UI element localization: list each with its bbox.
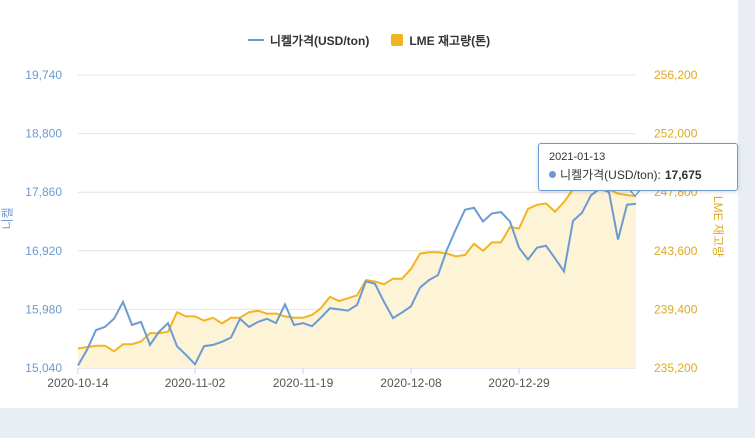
tooltip-value: 17,675 [664,167,702,182]
tooltip-row: 니켈가격(USD/ton): 17,675 [549,166,702,183]
x-tick-label: 2020-12-29 [488,376,550,390]
legend-label-stock: LME 재고량(톤) [409,33,491,48]
right-tick-label: 239,400 [654,302,698,316]
left-tick-label: 15,980 [25,302,62,316]
left-tick-label: 16,920 [25,244,62,258]
chart-panel: 니켈가격(USD/ton) LME 재고량(톤) 15,040 15,980 16,… [0,0,738,408]
stock-line [77,182,637,353]
left-axis-title: 니켈 [0,207,15,230]
x-tick-label: 2020-10-14 [47,376,109,390]
left-tick-label: 17,860 [25,185,62,199]
chart-svg: 15,040 15,980 16,920 17,860 18,800 19,740 235,… [25,68,698,390]
legend-item-price[interactable]: 니켈가격(USD/ton) [247,32,370,49]
tooltip-date: 2021-01-13 [549,151,606,163]
legend-item-stock[interactable]: LME 재고량(톤) [391,32,490,49]
tooltip: 2021-01-13 니켈가격(USD/ton): 17,675 [538,143,738,191]
tooltip-pointer-inner [629,188,641,195]
legend-label-price: 니켈가격(USD/ton) [269,33,370,48]
stock-area-swatch [391,34,404,46]
right-tick-label: 252,000 [654,127,698,141]
price-line [77,187,637,367]
left-tick-label: 15,040 [25,361,62,375]
x-tick-label: 2020-12-08 [380,376,442,390]
left-tick-label: 18,800 [25,127,62,141]
left-tick-label: 19,740 [25,68,62,82]
tooltip-series-dot [549,171,556,178]
stock-area [78,183,636,368]
price-line-swatch [247,39,264,41]
right-tick-label: 243,600 [654,244,698,258]
right-tick-label: 256,200 [654,68,698,82]
tooltip-label: 니켈가격(USD/ton): [560,168,661,182]
x-tick-label: 2020-11-19 [273,376,334,390]
right-axis-title: LME 재고량 [711,195,726,258]
x-tick-label: 2020-11-02 [165,376,226,390]
legend: 니켈가격(USD/ton) LME 재고량(톤) [0,31,738,49]
right-tick-label: 235,200 [654,361,698,375]
